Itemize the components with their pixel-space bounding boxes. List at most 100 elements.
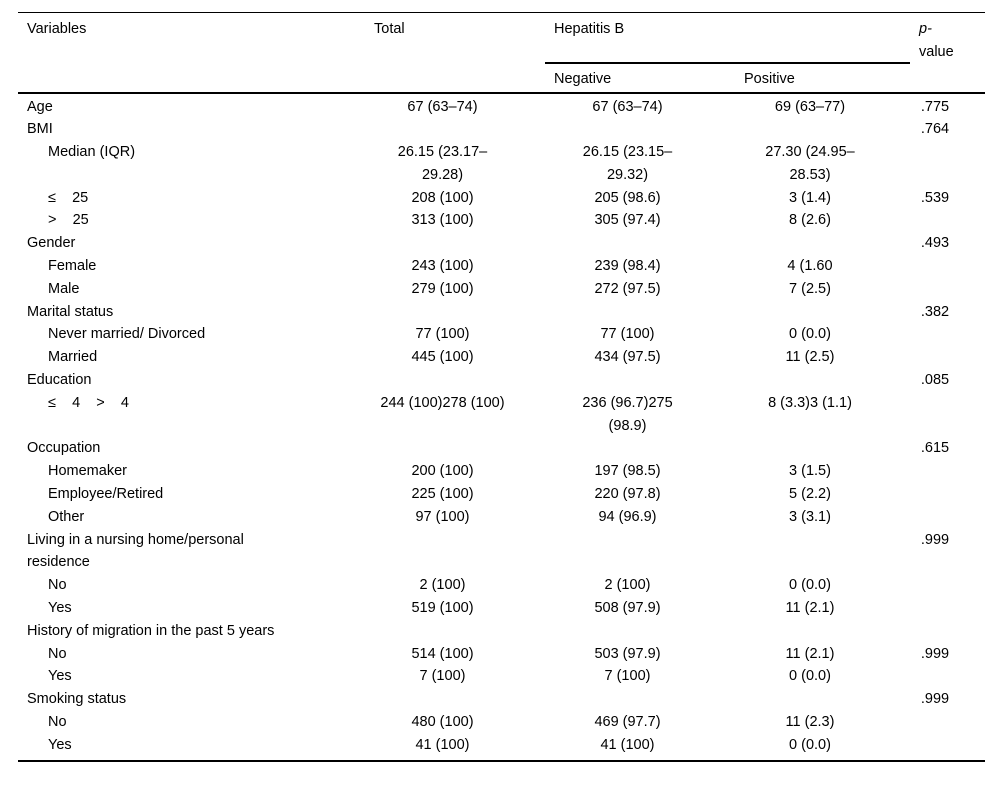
p-value-cell — [910, 209, 985, 232]
negative-cell: 7 (100) — [604, 668, 651, 685]
header-variables: Variables — [18, 12, 365, 94]
total-cell: 26.15 (23.17– 29.28) — [397, 144, 488, 183]
p-value-label-line1: p- — [919, 21, 932, 37]
total-cell: 313 (100) — [411, 212, 474, 229]
table-row: ≤ 4 > 4 244 (100)278 (100) 236 (96.7)275 (… — [18, 392, 985, 438]
table-row: Median (IQR) 26.15 (23.17– 29.28) 26.15 (2… — [18, 141, 985, 187]
p-value-cell — [910, 460, 985, 483]
positive-cell — [735, 118, 910, 141]
total-cell — [365, 437, 545, 460]
p-value-cell — [910, 734, 985, 761]
table-row: Married 445 (100) 434 (97.5) 11 (2.5) — [18, 346, 985, 369]
negative-cell — [545, 301, 735, 324]
negative-cell — [545, 369, 735, 392]
negative-cell — [545, 529, 735, 575]
header-row-2: Negative Positive — [18, 62, 985, 94]
negative-cell: 508 (97.9) — [594, 600, 661, 617]
table-row: Occupation .615 — [18, 437, 985, 460]
negative-cell: 26.15 (23.15– 29.32) — [582, 144, 673, 183]
positive-cell — [735, 620, 910, 643]
table-row: No 2 (100) 2 (100) 0 (0.0) — [18, 574, 985, 597]
row-label: Living in a nursing home/personal reside… — [27, 531, 244, 571]
table-row: Employee/Retired 225 (100) 220 (97.8) 5 (2.… — [18, 483, 985, 506]
p-value-cell — [910, 483, 985, 506]
negative-cell: 77 (100) — [600, 326, 655, 343]
row-label: ≤ 4 > 4 — [48, 394, 129, 411]
negative-cell: 272 (97.5) — [594, 280, 661, 297]
table-row: Age 67 (63–74) 67 (63–74) 69 (63–77) .775 — [18, 93, 985, 119]
row-label: Homemaker — [48, 463, 127, 480]
positive-cell: 4 (1.60 — [787, 258, 833, 275]
row-label: Yes — [48, 668, 72, 685]
table-row: Never married/ Divorced 77 (100) 77 (100) 0… — [18, 323, 985, 346]
p-value-cell: .382 — [920, 303, 950, 320]
positive-cell: 0 (0.0) — [789, 736, 831, 753]
total-cell: 200 (100) — [411, 463, 474, 480]
p-value-cell — [910, 346, 985, 369]
positive-cell — [735, 232, 910, 255]
row-label: Married — [48, 349, 98, 366]
positive-cell: 8 (3.3)3 (1.1) — [768, 394, 852, 411]
total-cell — [365, 301, 545, 324]
row-label: Yes — [48, 600, 72, 617]
total-cell: 67 (63–74) — [407, 98, 478, 115]
p-value-cell — [910, 392, 985, 438]
positive-cell: 3 (1.4) — [789, 189, 831, 206]
row-label: Gender — [27, 235, 76, 252]
table-row: Gender .493 — [18, 232, 985, 255]
p-value-cell: .999 — [920, 531, 950, 548]
table-row: Education .085 — [18, 369, 985, 392]
table-row: Homemaker 200 (100) 197 (98.5) 3 (1.5) — [18, 460, 985, 483]
row-label: Never married/ Divorced — [48, 326, 206, 343]
row-label: No — [48, 645, 67, 662]
positive-cell: 7 (2.5) — [789, 280, 831, 297]
positive-cell — [735, 688, 910, 711]
row-label: Education — [27, 372, 92, 389]
p-value-cell — [910, 506, 985, 529]
negative-cell: 469 (97.7) — [594, 714, 661, 731]
table-row: Male 279 (100) 272 (97.5) 7 (2.5) — [18, 278, 985, 301]
negative-cell — [545, 118, 735, 141]
header-total: Total — [365, 12, 545, 94]
total-cell: 243 (100) — [411, 258, 474, 275]
p-value-cell — [910, 255, 985, 278]
row-label: ≤ 25 — [48, 189, 89, 206]
table-row: Yes 41 (100) 41 (100) 0 (0.0) — [18, 734, 985, 761]
positive-cell — [735, 369, 910, 392]
positive-cell — [735, 301, 910, 324]
header-positive: Positive — [735, 62, 910, 94]
table-row: No 514 (100) 503 (97.9) 11 (2.1) .999 — [18, 643, 985, 666]
total-cell: 7 (100) — [419, 668, 466, 685]
row-label: Marital status — [27, 303, 114, 320]
total-cell: 225 (100) — [411, 486, 474, 503]
table-row: Marital status .382 — [18, 301, 985, 324]
positive-cell: 5 (2.2) — [789, 486, 831, 503]
row-label: BMI — [27, 121, 53, 138]
negative-cell: 67 (63–74) — [592, 98, 663, 115]
table-row: No 480 (100) 469 (97.7) 11 (2.3) — [18, 711, 985, 734]
p-value-cell: .493 — [920, 235, 950, 252]
total-cell: 445 (100) — [411, 349, 474, 366]
negative-cell: 503 (97.9) — [594, 645, 661, 662]
p-value-cell — [910, 597, 985, 620]
positive-cell: 69 (63–77) — [774, 98, 846, 115]
total-cell: 77 (100) — [415, 326, 470, 343]
p-value-cell: .775 — [920, 98, 950, 115]
total-cell — [365, 232, 545, 255]
p-value-cell: .764 — [920, 121, 950, 138]
row-label: Female — [48, 258, 97, 275]
row-label: Employee/Retired — [48, 486, 164, 503]
positive-cell — [735, 529, 910, 575]
positive-cell: 0 (0.0) — [789, 577, 831, 594]
total-cell: 244 (100)278 (100) — [380, 394, 505, 411]
negative-cell: 205 (98.6) — [594, 189, 661, 206]
negative-cell: 305 (97.4) — [594, 212, 661, 229]
table-header: Variables Total Hepatitis B p-value Nega… — [18, 12, 985, 94]
table-body: Age 67 (63–74) 67 (63–74) 69 (63–77) .775 BMI… — [18, 93, 985, 761]
header-hepatitis-b: Hepatitis B — [545, 12, 910, 64]
positive-cell: 11 (2.3) — [785, 714, 835, 731]
row-label: Yes — [48, 736, 72, 753]
p-value-cell — [910, 711, 985, 734]
total-cell — [365, 118, 545, 141]
row-label: Other — [48, 508, 85, 525]
